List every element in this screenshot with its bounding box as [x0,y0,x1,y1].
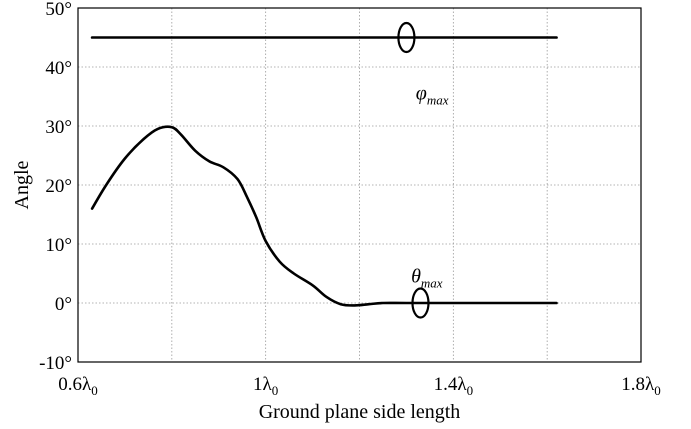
y-axis-title: Angle [11,160,33,209]
grid-lines [78,8,641,362]
series-label: φmax [416,82,449,107]
y-tick-label: 40° [45,58,72,79]
y-tick-label: 50° [45,0,72,20]
series-line-theta-max [90,125,558,307]
y-tick-label: 10° [45,235,72,256]
x-tick-label: 1.4λ0 [434,374,473,398]
x-tick-label: 1.8λ0 [621,374,660,398]
x-tick-label: 1λ0 [253,374,278,398]
y-tick-label: -10° [39,353,72,374]
series-marker-ellipse [397,21,416,54]
y-tick-label: 20° [45,176,72,197]
tick-labels: -10° 0° 10° 20° 30° 40° 50° 0.6λ0 1λ0 1.4λ0 1.8λ0 [39,0,661,398]
series-marker-ellipse [411,287,430,319]
y-tick-label: 30° [45,117,72,138]
series-layer: φmax θmax [90,21,558,319]
x-axis-title: Ground plane side length [259,401,461,423]
y-tick-label: 0° [55,294,72,315]
plot-frame [77,7,642,363]
x-tick-label: 0.6λ0 [58,374,97,398]
series-label: θmax [411,265,443,290]
